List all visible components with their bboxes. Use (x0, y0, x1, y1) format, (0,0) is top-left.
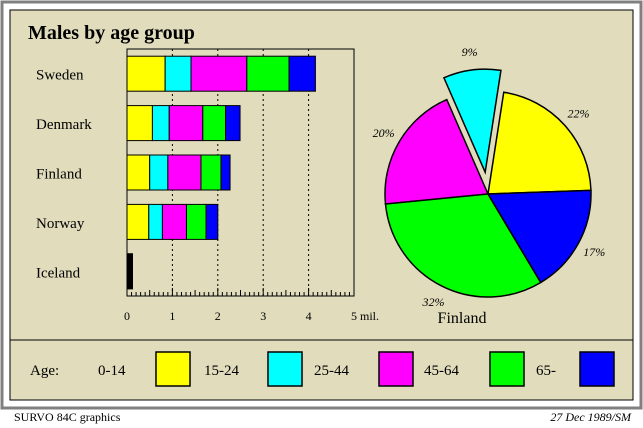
pie-slice (384, 98, 490, 205)
legend-title: Age: (30, 363, 59, 379)
bar-segment (185, 203, 207, 240)
pie-value-label: 20% (373, 126, 395, 140)
x-tick-label: 5 mil. (351, 309, 379, 323)
bar-segment (246, 55, 290, 92)
legend-label: 15-24 (204, 363, 239, 379)
legend-swatch (267, 351, 303, 387)
chart-canvas: Males by age group Sweden Denmark Finland N… (0, 0, 643, 410)
bar-segment (225, 105, 241, 142)
bar-segment (168, 105, 204, 142)
x-tick-label: 4 (306, 309, 312, 323)
category-label: Finland (36, 167, 82, 183)
bar-segment (151, 105, 170, 142)
legend-label: 45-64 (424, 363, 459, 379)
bar-segment (220, 154, 231, 191)
footer-right-text: 27 Dec 1989/SM (550, 410, 631, 424)
legend-label: 0-14 (98, 363, 126, 379)
pie-value-label: 32% (421, 295, 444, 309)
pie-title: Finland (438, 310, 487, 327)
x-tick-label: 1 (169, 309, 175, 323)
bar-segment (126, 154, 151, 191)
bar-segment (126, 105, 153, 142)
category-label: Denmark (36, 117, 92, 133)
legend-swatch (378, 351, 414, 387)
legend-label: 25-44 (314, 363, 349, 379)
pie-value-label: 9% (462, 45, 478, 59)
pie-slice (486, 189, 592, 284)
pie-chart: 22% 9% 20% 32% 17% Finland (373, 45, 606, 327)
legend-swatch (489, 351, 525, 387)
pie-slice (442, 68, 502, 175)
bar-segment (131, 253, 133, 290)
bar-segment (167, 154, 202, 191)
bar-chart: Sweden Denmark Finland Norway Iceland 0 1 2 3 4 5 … (36, 48, 379, 323)
bar-segment (161, 203, 187, 240)
pie-slice (487, 91, 592, 195)
pie-value-label: 22% (567, 107, 589, 121)
x-tick-label: 3 (260, 309, 266, 323)
bar-segment (126, 55, 166, 92)
category-label: Norway (36, 216, 85, 232)
chart-title: Males by age group (28, 22, 195, 44)
category-label: Iceland (36, 265, 81, 281)
pie-slice (384, 193, 542, 298)
bar-segment (288, 55, 316, 92)
x-tick-label: 2 (215, 309, 221, 323)
x-tick-label: 0 (124, 309, 130, 323)
bar-segment (126, 203, 150, 240)
bar-segment (148, 203, 163, 240)
pie-value-label: 17% (583, 245, 605, 259)
bar-segment (202, 105, 227, 142)
bar-segment (190, 55, 248, 92)
legend-label: 65- (536, 363, 556, 379)
bar-segment (205, 203, 219, 240)
bar-segment (200, 154, 222, 191)
bar-segment (164, 55, 192, 92)
bar-segment (149, 154, 169, 191)
legend: Age: 0-14 15-24 25-44 45-64 65- (30, 351, 615, 387)
footer-left-text: SURVO 84C graphics (14, 410, 121, 424)
legend-swatch (579, 351, 615, 387)
category-label: Sweden (36, 68, 84, 84)
legend-swatch (155, 351, 191, 387)
